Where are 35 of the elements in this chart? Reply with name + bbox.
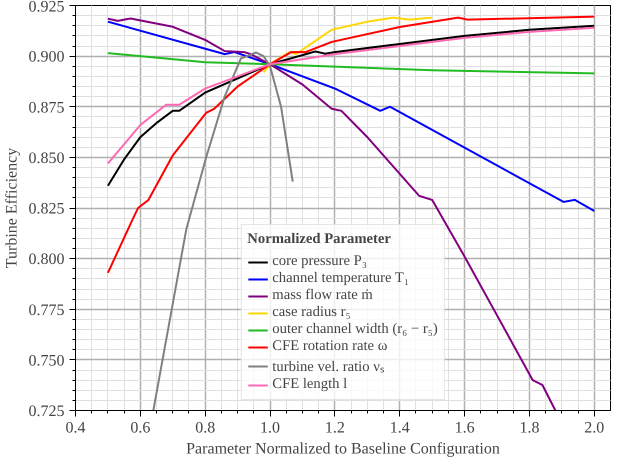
x-tick-label: 0.4 (66, 420, 86, 436)
line-series (106, 17, 556, 410)
legend-label: CFE rotation rate ω (272, 338, 388, 355)
x-tick-label: 1.2 (324, 420, 345, 436)
x-axis-title: Parameter Normalized to Baseline Configuration (186, 440, 500, 458)
y-tick-label: 0.800 (28, 251, 64, 268)
x-tick-label: 2.0 (584, 420, 604, 436)
y-tick-label: 0.900 (28, 48, 64, 66)
x-tick-label: 1.4 (390, 420, 410, 436)
legend-label: channel temperature T₁ (272, 270, 409, 287)
x-tick-label: 0.8 (195, 420, 216, 436)
x-tick-label: 0.6 (130, 420, 150, 436)
line-series (262, 16, 434, 74)
legend-label: case radius r₅ (272, 304, 351, 321)
y-tick-label: 0.725 (28, 403, 64, 420)
x-tick-label: 1.0 (260, 420, 280, 436)
legend-label: mass flow rate ṁ (272, 287, 373, 304)
line-series (106, 26, 596, 164)
y-tick-label: 0.925 (28, 0, 64, 16)
line-series (106, 52, 596, 74)
line-series (106, 20, 596, 212)
x-tick-label: 1.6 (454, 420, 475, 436)
legend-label: core pressure P₃ (272, 253, 367, 270)
y-tick-label: 0.875 (28, 99, 64, 116)
legend-title: Normalized Parameter (247, 231, 392, 248)
legend-label: CFE length l (272, 376, 348, 393)
y-axis-title: Turbine Efficiency (4, 148, 20, 268)
y-tick-label: 0.750 (28, 352, 64, 370)
y-tick-label: 0.775 (28, 302, 64, 319)
legend-label: outer channel width (r₆ − r₅) (272, 321, 438, 338)
x-tick-label: 1.8 (519, 420, 540, 436)
line-series (106, 24, 596, 187)
legend-label: turbine vel. ratio νₛ (272, 358, 385, 376)
y-tick-label: 0.850 (28, 150, 64, 167)
y-tick-label: 0.825 (28, 200, 64, 218)
